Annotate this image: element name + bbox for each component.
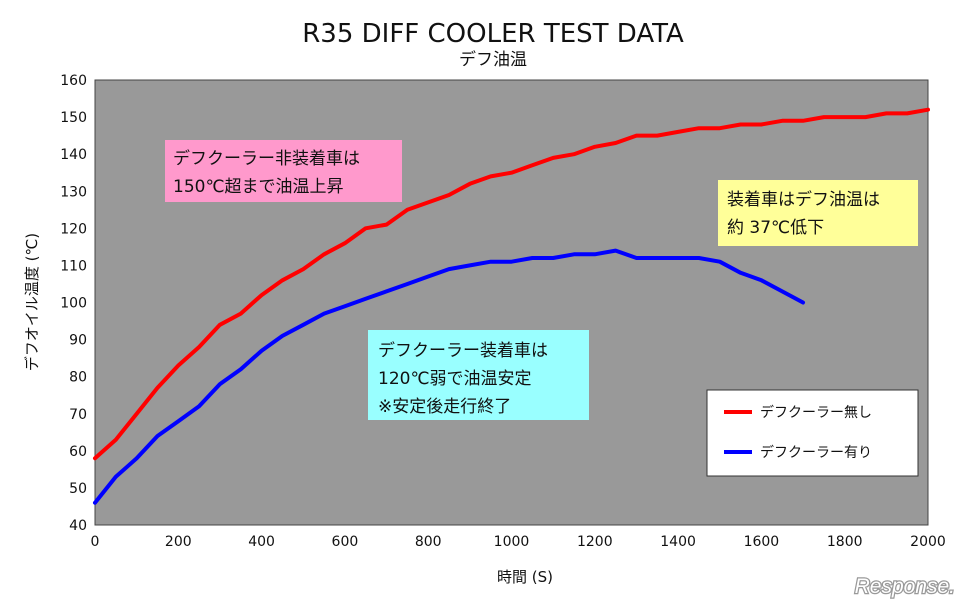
legend: デフクーラー無し デフクーラー有り [706, 389, 919, 477]
x-tick-label: 400 [248, 534, 275, 550]
annotation-reduction-line2: 約 37℃低下 [727, 218, 824, 238]
y-tick-label: 50 [69, 481, 87, 497]
legend-label-no-cooler: デフクーラー無し [760, 404, 872, 421]
response-logo: Response. [853, 574, 956, 600]
annotation-with-cooler: デフクーラー装着車は 120℃弱で油温安定 ※安定後走行終了 [368, 330, 589, 420]
y-tick-label: 70 [69, 407, 87, 423]
annotation-no-cooler-line1: デフクーラー非装着車は [173, 148, 360, 169]
series-line-with-cooler [93, 248, 805, 505]
y-tick-label: 140 [60, 147, 87, 163]
annotation-no-cooler-box [165, 140, 402, 202]
series-line-no-cooler [93, 107, 930, 461]
x-tick-label: 1400 [660, 534, 696, 550]
y-axis-ticks: 40 50 60 70 80 90 100 110 120 130 140 150 160 [60, 73, 87, 534]
y-tick-label: 160 [60, 73, 87, 89]
y-tick-label: 120 [60, 221, 87, 237]
chart-subtitle: デフ油温 [459, 49, 527, 70]
annotation-with-cooler-line1: デフクーラー装着車は [378, 340, 548, 361]
y-tick-label: 80 [69, 370, 87, 386]
x-tick-label: 1000 [494, 534, 530, 550]
x-tick-label: 600 [332, 534, 359, 550]
legend-box [706, 389, 919, 477]
annotation-with-cooler-line2: 120℃弱で油温安定 [378, 369, 532, 389]
y-tick-label: 130 [60, 184, 87, 200]
y-tick-label: 40 [69, 518, 87, 534]
annotation-reduction: 装着車はデフ油温は 約 37℃低下 [718, 180, 918, 246]
legend-label-with-cooler: デフクーラー有り [760, 444, 872, 461]
x-tick-label: 800 [415, 534, 442, 550]
y-tick-label: 100 [60, 296, 87, 312]
y-axis-label: デフオイル温度 (℃) [23, 233, 41, 371]
series-layer [93, 107, 930, 505]
x-tick-label: 1600 [744, 534, 780, 550]
y-tick-label: 150 [60, 110, 87, 126]
annotation-with-cooler-line3: ※安定後走行終了 [378, 397, 511, 417]
chart-title: R35 DIFF COOLER TEST DATA [302, 19, 684, 49]
x-tick-label: 200 [165, 534, 192, 550]
annotation-no-cooler-line2: 150℃超まで油温上昇 [173, 177, 344, 197]
y-tick-label: 60 [69, 444, 87, 460]
annotation-with-cooler-box [368, 330, 589, 420]
y-tick-label: 90 [69, 333, 87, 349]
annotation-reduction-line1: 装着車はデフ油温は [727, 189, 880, 210]
y-tick-label: 110 [60, 258, 87, 274]
annotation-reduction-box [718, 180, 918, 246]
x-tick-label: 1200 [577, 534, 613, 550]
x-axis-ticks: 0 200 400 600 800 1000 1200 1400 1600 1800 2000 [91, 534, 946, 550]
x-tick-label: 0 [91, 534, 100, 550]
x-tick-label: 2000 [910, 534, 946, 550]
x-tick-label: 1800 [827, 534, 863, 550]
annotation-no-cooler: デフクーラー非装着車は 150℃超まで油温上昇 [165, 140, 402, 202]
x-axis-label: 時間 (S) [497, 568, 553, 586]
response-logo-text: Response. [855, 575, 955, 598]
